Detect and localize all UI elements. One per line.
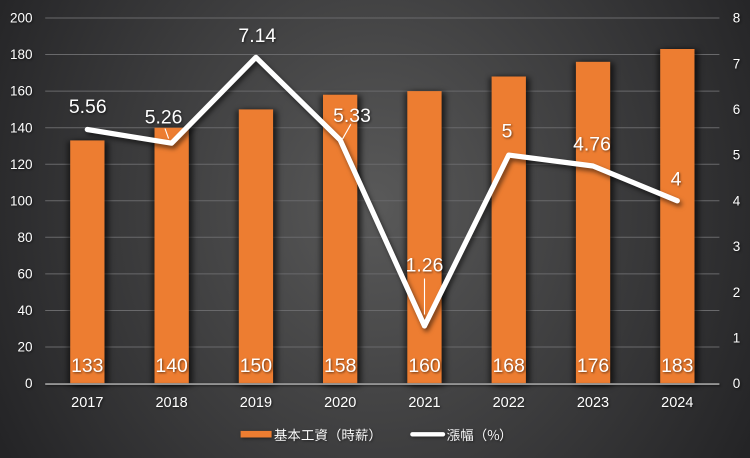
svg-text:3: 3 — [733, 239, 741, 254]
svg-text:1: 1 — [733, 331, 741, 346]
svg-text:160: 160 — [408, 355, 441, 377]
svg-text:200: 200 — [10, 11, 33, 26]
svg-text:176: 176 — [577, 355, 609, 377]
svg-text:2019: 2019 — [240, 395, 272, 411]
svg-text:2024: 2024 — [661, 395, 693, 411]
svg-text:20: 20 — [17, 340, 32, 355]
svg-text:5.33: 5.33 — [333, 105, 371, 127]
svg-text:160: 160 — [10, 84, 33, 99]
svg-text:5.56: 5.56 — [69, 96, 107, 118]
svg-text:1.26: 1.26 — [406, 255, 444, 277]
svg-text:60: 60 — [17, 267, 32, 282]
svg-text:2021: 2021 — [408, 395, 440, 411]
svg-text:2017: 2017 — [71, 395, 103, 411]
svg-text:168: 168 — [493, 355, 525, 377]
svg-text:4: 4 — [733, 193, 741, 208]
svg-text:183: 183 — [661, 355, 693, 377]
svg-text:0: 0 — [25, 376, 33, 391]
svg-text:2020: 2020 — [324, 395, 356, 411]
svg-text:140: 140 — [155, 355, 188, 377]
svg-text:4.76: 4.76 — [573, 134, 611, 156]
svg-text:150: 150 — [240, 355, 273, 377]
svg-text:180: 180 — [10, 47, 33, 62]
svg-text:133: 133 — [71, 355, 103, 377]
svg-text:2018: 2018 — [155, 395, 187, 411]
svg-text:2023: 2023 — [577, 395, 609, 411]
svg-text:5.26: 5.26 — [145, 107, 183, 129]
svg-text:2022: 2022 — [493, 395, 525, 411]
svg-text:5: 5 — [502, 121, 513, 143]
svg-text:5: 5 — [733, 148, 741, 163]
svg-text:7: 7 — [733, 56, 741, 71]
svg-text:100: 100 — [10, 193, 33, 208]
svg-text:7.14: 7.14 — [238, 25, 276, 47]
svg-text:6: 6 — [733, 102, 741, 117]
svg-text:0: 0 — [733, 376, 741, 391]
svg-text:2: 2 — [733, 285, 741, 300]
svg-text:40: 40 — [17, 303, 32, 318]
svg-text:80: 80 — [17, 230, 32, 245]
svg-text:158: 158 — [324, 355, 356, 377]
svg-text:4: 4 — [671, 169, 682, 191]
svg-text:8: 8 — [733, 11, 741, 26]
svg-text:140: 140 — [10, 120, 33, 135]
svg-text:120: 120 — [10, 157, 33, 172]
